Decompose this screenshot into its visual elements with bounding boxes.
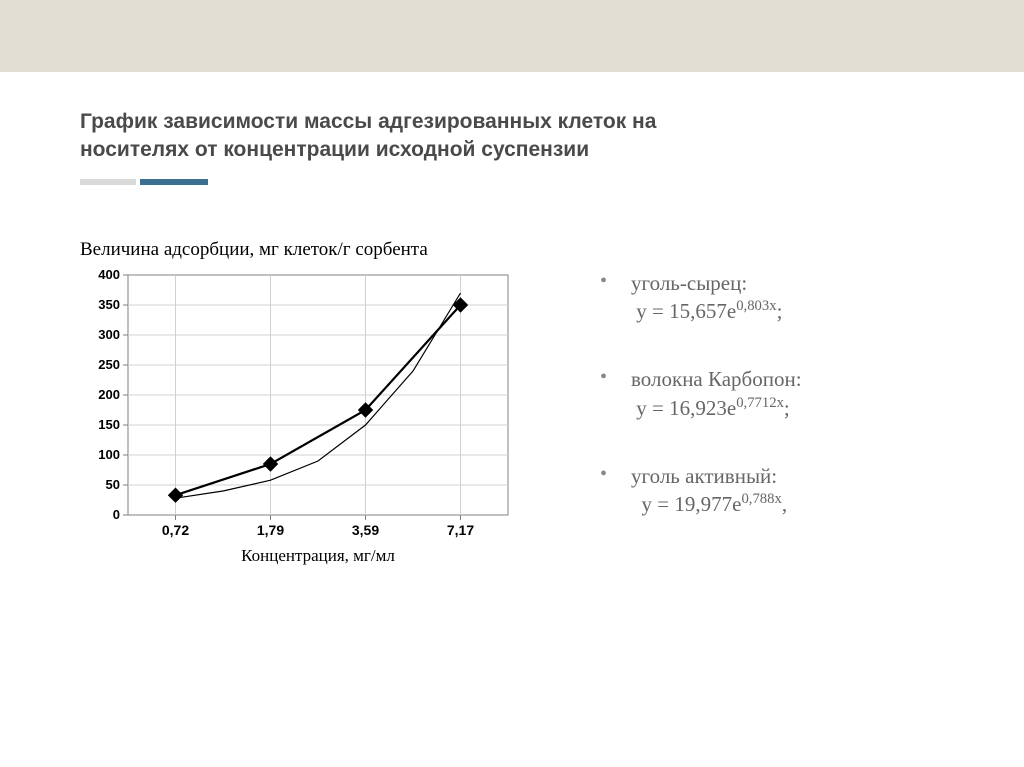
equation-item: • волокна Карбопон: y = 16,923e0,7712x; <box>600 365 944 422</box>
svg-text:3,59: 3,59 <box>352 522 379 538</box>
main-row: Величина адсорбции, мг клеток/г сорбента… <box>80 239 944 587</box>
equation-item: • уголь активный: y = 19,977e0,788x, <box>600 462 944 519</box>
svg-text:7,17: 7,17 <box>447 522 474 538</box>
svg-text:150: 150 <box>98 417 120 432</box>
svg-text:200: 200 <box>98 387 120 402</box>
equation-exponent: 0,7712x <box>736 395 784 411</box>
slide-content: График зависимости массы адгезированных … <box>0 72 1024 587</box>
equation-formula: y = 19,977e0,788x, <box>631 490 787 518</box>
title-line-2: носителях от концентрации исходной суспе… <box>80 138 589 161</box>
adsorption-chart: 0 50 100 150 200 250 300 350 400 0,72 1,79 3,59 7,17… <box>80 267 540 587</box>
bullet-icon: • <box>600 462 607 519</box>
title-line-1: График зависимости массы адгезированных … <box>80 110 656 133</box>
equation-exponent: 0,803x <box>736 298 776 314</box>
equations-list: • уголь-сырец: y = 15,657e0,803x; • волокна… <box>600 239 944 559</box>
equation-label: уголь активный: <box>631 462 787 490</box>
equation-item: • уголь-сырец: y = 15,657e0,803x; <box>600 269 944 326</box>
svg-text:400: 400 <box>98 267 120 282</box>
equation-text: уголь-сырец: y = 15,657e0,803x; <box>631 269 782 326</box>
svg-text:300: 300 <box>98 327 120 342</box>
equation-formula: y = 15,657e0,803x; <box>631 297 782 325</box>
svg-text:350: 350 <box>98 297 120 312</box>
svg-text:100: 100 <box>98 447 120 462</box>
svg-text:50: 50 <box>106 477 120 492</box>
equation-text: волокна Карбопон: y = 16,923e0,7712x; <box>631 365 802 422</box>
svg-text:0,72: 0,72 <box>162 522 189 538</box>
bullet-icon: • <box>600 269 607 326</box>
svg-text:0: 0 <box>113 507 120 522</box>
svg-text:250: 250 <box>98 357 120 372</box>
bullet-icon: • <box>600 365 607 422</box>
equation-exponent: 0,788x <box>741 491 781 507</box>
svg-text:1,79: 1,79 <box>257 522 284 538</box>
equation-label: уголь-сырец: <box>631 269 782 297</box>
header-bar <box>0 0 1024 72</box>
chart-block: Величина адсорбции, мг клеток/г сорбента… <box>80 239 540 587</box>
svg-text:Концентрация, мг/мл: Концентрация, мг/мл <box>241 546 395 565</box>
accent-seg-grey <box>80 179 136 185</box>
chart-y-axis-title: Величина адсорбции, мг клеток/г сорбента <box>80 239 540 261</box>
accent-seg-blue <box>140 179 208 185</box>
slide-title: График зависимости массы адгезированных … <box>80 108 944 165</box>
accent-underline <box>80 179 944 185</box>
equation-label: волокна Карбопон: <box>631 365 802 393</box>
equation-formula: y = 16,923e0,7712x; <box>631 394 802 422</box>
equation-text: уголь активный: y = 19,977e0,788x, <box>631 462 787 519</box>
